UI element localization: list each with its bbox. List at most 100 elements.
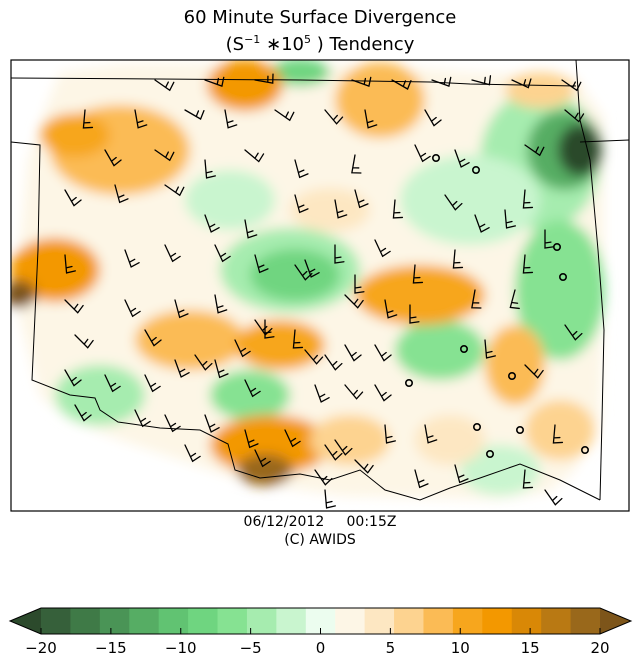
wind-barb <box>204 159 216 179</box>
valid-time-label: 06/12/2012 00:15Z <box>243 514 397 530</box>
wind-barb <box>344 384 364 400</box>
wind-barb <box>454 149 470 168</box>
colorbar-segment <box>305 608 336 634</box>
wind-barb <box>294 159 309 179</box>
colorbar-tick-label: −10 <box>165 639 197 657</box>
colorbar-segment <box>423 608 454 634</box>
credit-label: (C) AWIDS <box>284 532 356 548</box>
wind-barb <box>254 449 271 468</box>
wind-barb <box>164 244 181 263</box>
field-blob-green <box>460 445 540 495</box>
wind-barb <box>164 184 185 197</box>
wind-barb <box>344 294 364 309</box>
wind-barb <box>544 489 563 506</box>
field-blob-orange <box>290 188 370 232</box>
colorbar-segment <box>70 608 101 634</box>
calm-wind-circle <box>404 378 413 387</box>
wind-barb <box>314 469 333 486</box>
wind-barb <box>374 384 392 402</box>
wind-barb <box>64 254 76 274</box>
wind-barb <box>452 249 464 269</box>
field-blob-green <box>395 320 485 380</box>
wind-barb <box>244 219 258 239</box>
wind-barb <box>164 414 181 433</box>
wind-barb <box>511 78 532 89</box>
calm-wind-circle <box>552 243 561 252</box>
wind-barb <box>214 359 229 379</box>
field-blob-green <box>558 124 602 176</box>
field-blob-green <box>185 170 275 230</box>
calm-wind-circle <box>580 445 589 454</box>
wind-barb <box>64 299 84 314</box>
wind-barb <box>184 444 201 463</box>
wind-barb <box>384 299 398 319</box>
wind-barb <box>552 424 564 444</box>
field-blob-orange <box>355 265 485 325</box>
colorbar-segment <box>276 608 307 634</box>
wind-barb <box>324 489 336 509</box>
colorbar-segment <box>511 608 542 634</box>
colorbar-tick-label: −15 <box>95 639 127 657</box>
colorbar-segment <box>541 608 572 634</box>
wind-barb <box>204 214 220 233</box>
wind-barb <box>82 109 94 129</box>
field-blob-orange <box>525 400 595 460</box>
colorbar-segment <box>364 608 395 634</box>
wind-barb <box>344 344 362 362</box>
wind-barb <box>174 299 189 319</box>
colorbar-tick-label: 15 <box>521 639 540 657</box>
map-frame <box>10 59 630 512</box>
wind-barb <box>134 409 151 428</box>
wind-barb <box>374 239 391 258</box>
wind-barb <box>104 149 122 167</box>
field-blob-green <box>55 365 145 425</box>
calm-wind-circle <box>472 422 481 431</box>
calm-wind-circle <box>515 425 524 434</box>
wind-barb <box>334 244 345 264</box>
wind-barb <box>384 424 396 444</box>
colorbar-segment <box>99 608 130 634</box>
wind-barb <box>234 339 251 358</box>
colorbar-tick-label: 20 <box>590 639 609 657</box>
calm-wind-circle <box>485 449 494 458</box>
wind-barb <box>144 374 161 393</box>
wind-barb <box>274 109 295 122</box>
wind-barb <box>364 109 378 129</box>
wind-barb <box>424 424 438 444</box>
wind-barb <box>74 404 92 422</box>
wind-barb <box>544 229 555 249</box>
wind-barb <box>214 244 231 263</box>
colorbar-segment <box>246 608 277 634</box>
field-blob-green <box>250 249 340 301</box>
wind-barb <box>254 73 274 84</box>
wind-barb <box>474 214 490 233</box>
wind-barb <box>334 439 353 456</box>
field-blob-orange <box>11 280 36 308</box>
calm-wind-circle <box>507 371 516 380</box>
field-blob-orange <box>235 320 325 370</box>
wind-barb <box>454 464 469 484</box>
wind-barb <box>351 76 372 88</box>
wind-barb <box>471 75 492 86</box>
wind-barb <box>412 264 424 284</box>
wind-barb <box>204 414 220 433</box>
wind-barb <box>304 349 324 365</box>
colorbar-segment <box>335 608 366 634</box>
field-blob-orange <box>207 60 283 111</box>
field-blob-orange <box>505 72 575 108</box>
colorbar-segment <box>129 608 160 634</box>
colorbar-segment <box>570 608 601 634</box>
wind-barb <box>304 259 320 278</box>
map-title: 60 Minute Surface Divergence <box>183 7 457 28</box>
field-blob-orange <box>40 113 110 157</box>
field-blob-green <box>515 220 605 360</box>
wind-barb <box>324 354 343 371</box>
wind-barb <box>284 429 301 448</box>
wind-barb <box>74 334 94 349</box>
wind-barb <box>224 109 238 129</box>
wind-barb <box>124 299 141 318</box>
wind-barb <box>354 189 369 209</box>
colorbar-segment <box>188 608 219 634</box>
wind-barb <box>134 109 148 129</box>
wind-barb <box>294 264 313 281</box>
